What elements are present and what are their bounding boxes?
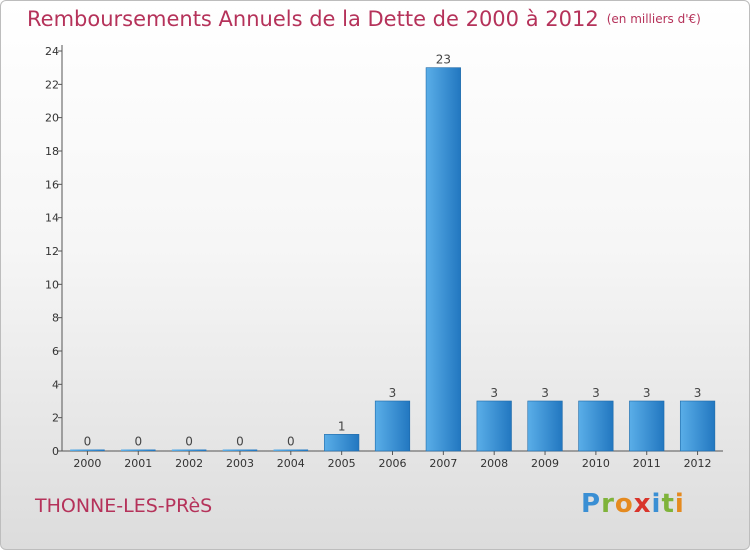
x-tick-label: 2007 <box>429 457 457 470</box>
y-tick-label: 20 <box>45 112 59 125</box>
data-label-2012: 3 <box>694 386 702 400</box>
x-tick-label: 2005 <box>328 457 356 470</box>
x-tick-label: 2001 <box>124 457 152 470</box>
data-label-2000: 0 <box>84 435 92 449</box>
y-tick-label: 4 <box>52 378 59 391</box>
bar-2000 <box>70 449 105 451</box>
x-axis: 2000 2001 2002 2003 2004 2005 2006 2007 2008 2009… <box>62 450 723 470</box>
logo-letter: i <box>651 489 662 519</box>
chart-title: Remboursements Annuels de la Dette de 20… <box>27 7 701 31</box>
commune-name: THONNE-LES-PRèS <box>35 495 213 517</box>
data-labels: 0 0 0 0 0 1 3 23 3 3 3 3 3 <box>84 53 702 449</box>
y-tick-label: 22 <box>45 78 59 91</box>
y-tick-label: 14 <box>45 212 59 225</box>
data-label-2005: 1 <box>338 419 346 433</box>
data-label-2004: 0 <box>287 435 295 449</box>
data-label-2006: 3 <box>389 386 397 400</box>
bar-2005 <box>324 434 360 452</box>
x-tick-label: 2011 <box>633 457 661 470</box>
data-label-2010: 3 <box>592 386 600 400</box>
logo-letter: r <box>601 489 615 519</box>
bar-2011 <box>629 400 665 452</box>
y-tick-label: 2 <box>52 412 59 425</box>
bar-2007 <box>425 67 461 452</box>
y-tick-label: 10 <box>45 278 59 291</box>
y-tick-label: 0 <box>52 445 59 458</box>
proxiti-logo: Proxiti <box>581 489 685 519</box>
data-label-2001: 0 <box>134 435 142 449</box>
data-label-2011: 3 <box>643 386 651 400</box>
bar-2012 <box>679 400 716 452</box>
data-label-2002: 0 <box>185 435 193 449</box>
bar-2009 <box>527 400 563 452</box>
logo-letter: i <box>674 489 685 519</box>
bar-2006 <box>374 400 411 452</box>
bar-2001 <box>120 449 156 451</box>
logo-letter: P <box>581 489 602 519</box>
bar-2003 <box>222 449 258 451</box>
x-tick-label: 2009 <box>531 457 559 470</box>
y-tick-label: 18 <box>45 145 59 158</box>
x-tick-label: 2008 <box>480 457 508 470</box>
data-label-2009: 3 <box>541 386 549 400</box>
x-tick-label: 2002 <box>175 457 203 470</box>
x-tick-label: 2010 <box>582 457 610 470</box>
bar-2008 <box>476 400 512 452</box>
title-text: Remboursements Annuels de la Dette de 20… <box>27 7 599 31</box>
x-tick-label: 2012 <box>684 457 712 470</box>
bar-2002 <box>171 449 207 451</box>
data-label-2003: 0 <box>236 435 244 449</box>
y-tick-label: 12 <box>45 245 59 258</box>
data-label-2007: 23 <box>436 53 451 67</box>
bar-2004 <box>273 449 309 451</box>
unit-label: (en milliers d'€) <box>606 12 701 26</box>
logo-letter: x <box>633 489 652 519</box>
x-tick-label: 2006 <box>379 457 407 470</box>
bar-2010 <box>578 400 614 452</box>
bars <box>70 67 716 452</box>
y-tick-label: 6 <box>52 345 59 358</box>
y-tick-label: 8 <box>52 312 59 325</box>
data-label-2008: 3 <box>490 386 498 400</box>
logo-letter: o <box>614 489 634 519</box>
x-tick-label: 2004 <box>277 457 305 470</box>
x-tick-label: 2000 <box>73 457 101 470</box>
x-tick-label: 2003 <box>226 457 254 470</box>
logo-letter: t <box>661 489 675 519</box>
y-tick-label: 16 <box>45 178 59 191</box>
y-tick-label: 24 <box>45 45 59 58</box>
